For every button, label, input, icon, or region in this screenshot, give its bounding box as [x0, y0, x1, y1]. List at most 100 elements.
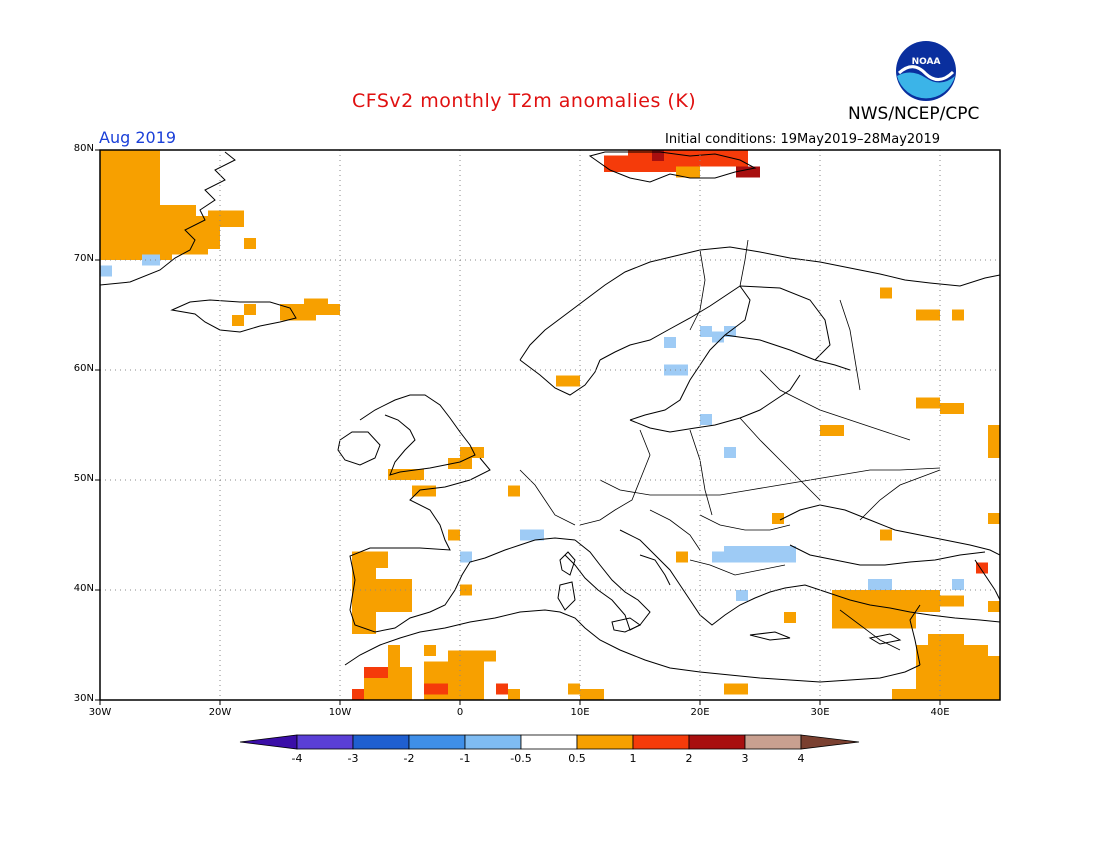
anomaly-cell [232, 315, 244, 326]
anomaly-cell [880, 287, 892, 299]
anomaly-cell [376, 579, 412, 612]
map-gridlines [100, 150, 1000, 700]
anomaly-cell [664, 337, 676, 348]
anomaly-cell [676, 166, 700, 178]
colorbar-label: 3 [741, 752, 749, 765]
anomaly-cell [388, 469, 424, 480]
anomaly-cell [424, 645, 436, 656]
anomaly-cell [892, 689, 916, 700]
colorbar-label: -2 [403, 752, 415, 765]
coastlines [100, 151, 1000, 683]
anomaly-cell [700, 150, 748, 167]
anomaly-cell [820, 425, 844, 436]
lat-label: 60N [73, 363, 94, 374]
anomaly-cell [700, 414, 712, 425]
lat-label: 30N [73, 693, 94, 704]
anomaly-cell [784, 612, 796, 623]
anomaly-cell [448, 458, 472, 469]
anomaly-cell [832, 590, 916, 629]
anomaly-cell [868, 579, 892, 590]
anomaly-cell [460, 551, 472, 563]
colorbar-segment [352, 734, 410, 750]
colorbar-segment [688, 734, 746, 750]
anomaly-cell [304, 298, 328, 310]
colorbar-label: 4 [797, 752, 805, 765]
lat-label: 40N [73, 583, 94, 594]
colorbar-label: 2 [685, 752, 693, 765]
colorbar-segment [744, 734, 802, 750]
anomaly-cell [940, 403, 964, 414]
axis-ticks [95, 149, 941, 705]
anomaly-cell [916, 309, 940, 321]
colorbar-label: -3 [347, 752, 359, 765]
colorbar [239, 734, 860, 750]
logo-wave [897, 65, 955, 81]
anomaly-cell [736, 166, 760, 178]
colorbar-label: 0.5 [568, 752, 586, 765]
anomaly-cell [208, 210, 244, 227]
forecast-month: Aug 2019 [99, 128, 177, 147]
anomaly-cell [652, 150, 664, 161]
agency-label: NWS/NCEP/CPC [848, 104, 980, 124]
colorbar-label: -0.5 [510, 752, 532, 765]
lon-label: 30W [88, 707, 112, 718]
anomaly-cell [916, 590, 940, 612]
anomaly-cell [556, 375, 580, 387]
colorbar-segment [464, 734, 522, 750]
anomaly-cell [100, 150, 160, 205]
anomaly-cell [724, 546, 796, 563]
anomaly-cell [772, 513, 784, 524]
lon-label: 10W [328, 707, 352, 718]
lon-label: 30E [810, 707, 830, 718]
anomaly-cell [508, 485, 520, 497]
lon-label: 20W [208, 707, 232, 718]
lon-label: 20E [690, 707, 710, 718]
anomaly-cell [460, 447, 484, 458]
anomaly-cells [100, 150, 1000, 700]
anomaly-cell [988, 425, 1000, 458]
colorbar-segment [520, 734, 578, 750]
anomaly-cell [100, 265, 112, 277]
anomaly-cell [916, 397, 940, 409]
anomaly-cell [448, 650, 496, 662]
lat-label: 50N [73, 473, 94, 484]
logo-sea [897, 72, 955, 99]
anomaly-cell [952, 309, 964, 321]
colorbar-segment [408, 734, 466, 750]
anomaly-cell [388, 645, 400, 667]
lon-label: 0 [456, 707, 464, 718]
anomaly-cell [676, 551, 688, 563]
colorbar-label: -1 [459, 752, 471, 765]
lat-label: 80N [73, 143, 94, 154]
anomaly-cell [184, 227, 220, 249]
initial-conditions: Initial conditions: 19May2019–28May2019 [665, 132, 940, 147]
anomaly-cell [352, 568, 376, 623]
anomaly-cell [940, 595, 964, 607]
anomaly-cell [880, 529, 892, 541]
country-borders [519, 239, 941, 651]
anomaly-cell [604, 155, 628, 172]
anomaly-cell [988, 513, 1000, 524]
anomaly-cell [508, 689, 520, 700]
figure-title: CFSv2 monthly T2m anomalies (K) [352, 90, 697, 112]
anomaly-cell [412, 485, 436, 497]
anomaly-cell [988, 656, 1000, 700]
anomaly-cell [712, 551, 724, 563]
anomaly-cell [928, 634, 964, 645]
anomaly-cell [352, 689, 364, 700]
anomaly-cell [424, 683, 448, 695]
anomaly-cell [916, 645, 988, 700]
colorbar-segment [296, 734, 354, 750]
anomaly-cell [580, 689, 604, 700]
noaa-logo: NOAA [896, 41, 956, 101]
colorbar-arrow-left [239, 734, 298, 750]
anomaly-cell [448, 529, 460, 541]
anomaly-cell [520, 529, 544, 541]
anomaly-cell [724, 447, 736, 458]
map-frame [99, 149, 1001, 701]
anomaly-cell [352, 551, 388, 568]
logo-text: NOAA [912, 57, 941, 67]
colorbar-label: -4 [291, 752, 303, 765]
anomaly-cell [700, 326, 712, 337]
colorbar-arrow-right [800, 734, 860, 750]
